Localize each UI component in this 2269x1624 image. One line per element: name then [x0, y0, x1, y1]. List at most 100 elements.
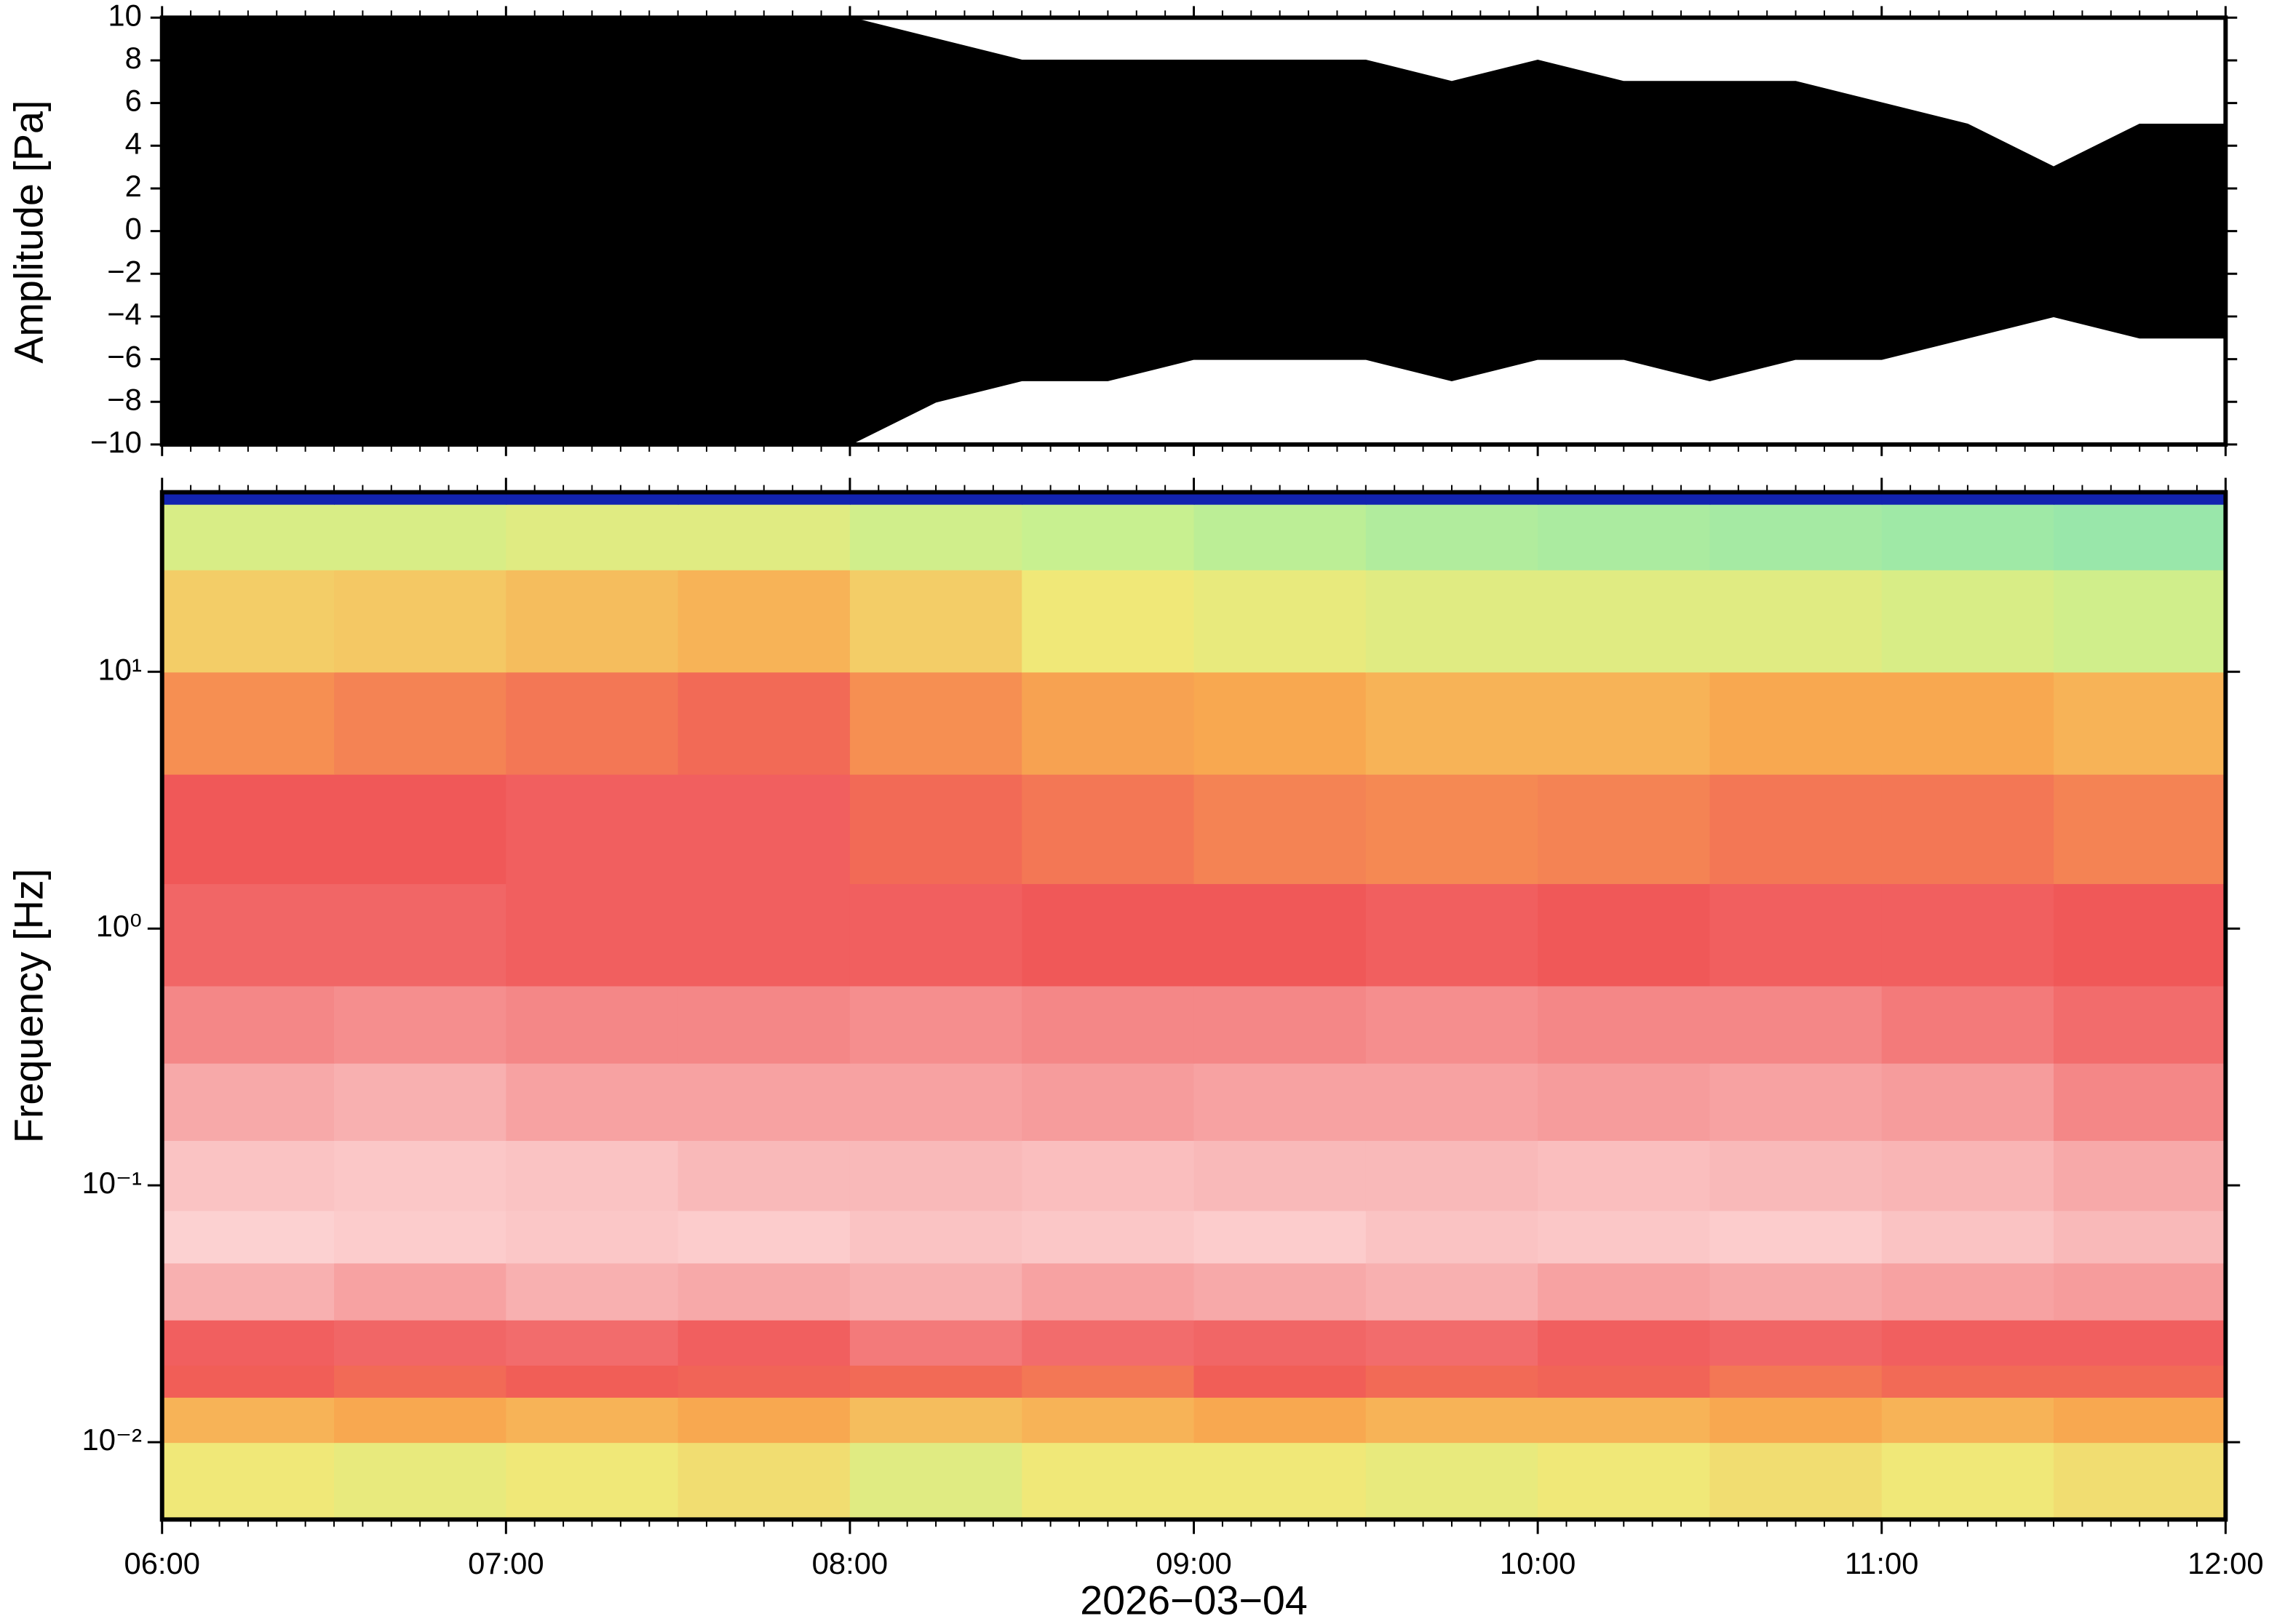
heatmap-cell	[1538, 1319, 1711, 1366]
heatmap-cell	[1193, 1396, 1367, 1444]
heatmap-cell	[506, 1210, 679, 1264]
heatmap-cell	[334, 1364, 507, 1398]
heatmap-cell	[1538, 1262, 1711, 1321]
heatmap-cell	[334, 1062, 507, 1142]
heatmap-cell	[1365, 1364, 1539, 1398]
heatmap-cell	[1365, 503, 1539, 570]
heatmap-cell	[1022, 492, 1195, 505]
heatmap-cell	[677, 672, 851, 775]
heatmap-cell	[2054, 883, 2227, 987]
heatmap-cell	[506, 569, 679, 673]
heatmap-cell	[1193, 503, 1367, 570]
heatmap-cell	[1365, 883, 1539, 987]
heatmap-cell	[334, 672, 507, 775]
heatmap-cell	[1365, 1210, 1539, 1264]
heatmap-cell	[1538, 503, 1711, 570]
heatmap-cell	[849, 569, 1023, 673]
heatmap-cell	[849, 1364, 1023, 1398]
heatmap-cell	[162, 1364, 335, 1398]
heatmap-cell	[2054, 1319, 2227, 1366]
heatmap-cell	[334, 1262, 507, 1321]
heatmap-cell	[1881, 1396, 2055, 1444]
y-tick-label: 2	[125, 169, 142, 203]
heatmap-cell	[506, 773, 679, 885]
heatmap-cell	[2054, 503, 2227, 570]
heatmap-cell	[1709, 492, 1883, 505]
heatmap-cell	[2054, 1262, 2227, 1321]
y-tick-label: 10⁻²	[82, 1422, 141, 1457]
x-axis-label: 2026−03−04	[1080, 1577, 1308, 1623]
heatmap-cell	[1709, 1319, 1883, 1366]
heatmap-cell	[677, 1262, 851, 1321]
heatmap-cell	[1022, 773, 1195, 885]
heatmap-cell	[1881, 1319, 2055, 1366]
heatmap-cell	[1538, 1442, 1711, 1521]
heatmap-cell	[162, 672, 335, 775]
heatmap-cell	[849, 773, 1023, 885]
heatmap-cell	[1538, 1396, 1711, 1444]
heatmap-cell	[1022, 1262, 1195, 1321]
heatmap-cell	[849, 1210, 1023, 1264]
heatmap-cell	[1193, 492, 1367, 505]
heatmap-cell	[677, 569, 851, 673]
heatmap-cell	[1538, 1140, 1711, 1211]
heatmap-cell	[849, 503, 1023, 570]
heatmap-cell	[162, 1062, 335, 1142]
heatmap-cell	[1881, 1140, 2055, 1211]
heatmap-cell	[506, 492, 679, 505]
heatmap-cell	[677, 883, 851, 987]
heatmap-cell	[1709, 1062, 1883, 1142]
heatmap-cell	[849, 1262, 1023, 1321]
heatmap-cell	[1193, 773, 1367, 885]
y-tick-label: −6	[107, 340, 142, 374]
heatmap-cell	[1022, 1396, 1195, 1444]
heatmap-cell	[334, 503, 507, 570]
heatmap-cell	[1881, 1210, 2055, 1264]
plot-frame	[159, 15, 2228, 447]
heatmap-cell	[849, 492, 1023, 505]
heatmap-cell	[1193, 672, 1367, 775]
heatmap-cell	[334, 492, 507, 505]
heatmap-cell	[334, 1319, 507, 1366]
heatmap-cell	[1365, 492, 1539, 505]
x-tick-label: 07:00	[468, 1546, 544, 1580]
heatmap-cell	[677, 1319, 851, 1366]
y-tick-label: 10	[108, 0, 141, 32]
heatmap-cell	[1365, 569, 1539, 673]
heatmap-cell	[849, 672, 1023, 775]
heatmap-cell	[677, 1442, 851, 1521]
heatmap-cell	[334, 1396, 507, 1444]
heatmap-cell	[1193, 1210, 1367, 1264]
heatmap-cell	[1365, 1062, 1539, 1142]
y-axis-label: Amplitude [Pa]	[6, 100, 51, 364]
heatmap-cell	[1365, 1140, 1539, 1211]
y-tick-label: 6	[125, 84, 142, 118]
heatmap-cell	[677, 1364, 851, 1398]
heatmap-cell	[1709, 569, 1883, 673]
heatmap-cell	[506, 1319, 679, 1366]
heatmap-cell	[1022, 1062, 1195, 1142]
y-tick-label: 0	[125, 212, 142, 246]
heatmap-cell	[506, 985, 679, 1064]
heatmap-cell	[1022, 1442, 1195, 1521]
heatmap-cell	[162, 1396, 335, 1444]
heatmap-cell	[2054, 569, 2227, 673]
heatmap-cell	[1022, 883, 1195, 987]
heatmap-cell	[1709, 985, 1883, 1064]
heatmap-cell	[1193, 1062, 1367, 1142]
heatmap-cell	[1365, 672, 1539, 775]
heatmap-cell	[1022, 1140, 1195, 1211]
heatmap-cell	[2054, 985, 2227, 1064]
heatmap-cell	[1881, 773, 2055, 885]
y-tick-label: 10¹	[98, 652, 142, 686]
heatmap-cell	[849, 1140, 1023, 1211]
heatmap-cell	[162, 883, 335, 987]
heatmap-cell	[1365, 1442, 1539, 1521]
heatmap-cell	[677, 1062, 851, 1142]
heatmap-cell	[849, 1396, 1023, 1444]
heatmap-cell	[1365, 1396, 1539, 1444]
heatmap-cell	[849, 1319, 1023, 1366]
heatmap-cell	[849, 985, 1023, 1064]
heatmap-cell	[1881, 1364, 2055, 1398]
heatmap-cell	[1538, 985, 1711, 1064]
